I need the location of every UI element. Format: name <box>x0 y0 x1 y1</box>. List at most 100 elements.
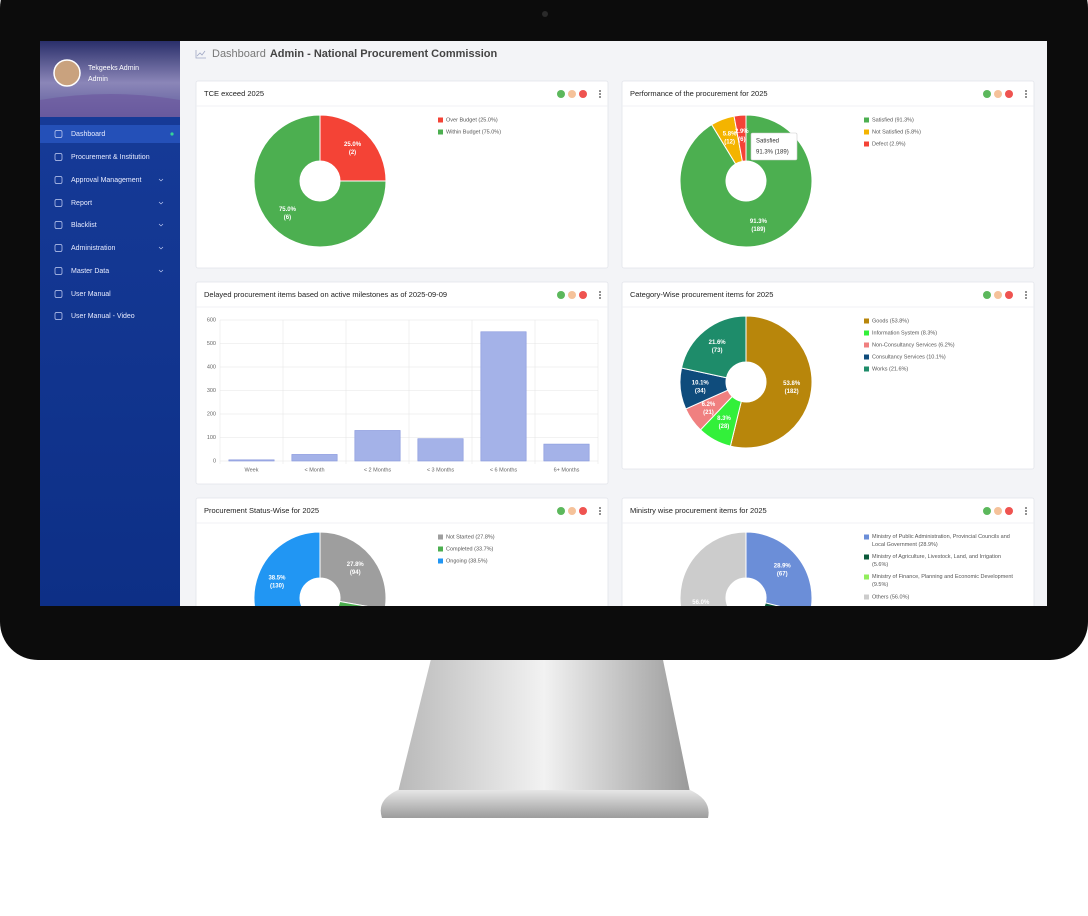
legend-label[interactable]: Ministry of Agriculture, Livestock, Land… <box>872 554 1003 568</box>
breadcrumb-page: Dashboard <box>212 48 266 60</box>
card-control[interactable] <box>557 90 565 98</box>
menu-item[interactable]: Dashboard <box>71 131 105 138</box>
bar[interactable] <box>543 443 590 462</box>
screen: Tekgeeks Admin Admin Dashboard Admin - N… <box>40 41 1047 664</box>
menu-icon <box>54 199 63 207</box>
menu-icon <box>54 130 63 138</box>
menu-item[interactable]: Approval Management <box>71 177 141 184</box>
menu-item[interactable]: Blacklist <box>71 222 97 229</box>
card-menu-dot[interactable] <box>1025 291 1027 293</box>
card-control[interactable] <box>994 90 1002 98</box>
card-menu-dot[interactable] <box>599 507 601 509</box>
card-menu-dot[interactable] <box>1025 93 1027 95</box>
card-control[interactable] <box>568 90 576 98</box>
card-control[interactable] <box>983 90 991 98</box>
slice-count: (189) <box>751 227 765 233</box>
card-menu-dot[interactable] <box>599 96 601 98</box>
slice-count: (6) <box>284 215 291 221</box>
pie-slice[interactable] <box>745 531 813 614</box>
card-title: Procurement Status-Wise for 2025 <box>204 506 319 515</box>
legend-label[interactable]: Satisfied (91.3%) <box>872 117 914 123</box>
card-control[interactable] <box>994 291 1002 299</box>
bar[interactable] <box>291 454 338 462</box>
stand-base <box>380 790 709 818</box>
menu-item[interactable]: User Manual <box>71 291 111 298</box>
avatar[interactable] <box>53 59 81 87</box>
legend-label[interactable]: Not Satisfied (5.8%) <box>872 129 921 135</box>
legend-label[interactable]: Consultancy Services (10.1%) <box>872 354 946 360</box>
legend-label[interactable]: Ministry of Public Administration, Provi… <box>872 534 1011 548</box>
pie-slice[interactable] <box>276 600 385 664</box>
card-menu-dot[interactable] <box>599 513 601 515</box>
menu-item[interactable]: Master Data <box>71 268 109 275</box>
card-control[interactable] <box>557 291 565 299</box>
card-menu-dot[interactable] <box>1025 507 1027 509</box>
card-menu-dot[interactable] <box>599 510 601 512</box>
card-control[interactable] <box>579 507 587 515</box>
card-control[interactable] <box>568 507 576 515</box>
menu-chevron <box>158 269 164 273</box>
card-control[interactable] <box>1005 291 1013 299</box>
card-menu-dot[interactable] <box>1025 90 1027 92</box>
legend-swatch <box>864 141 869 147</box>
bar[interactable] <box>417 438 464 462</box>
bar[interactable] <box>480 331 527 462</box>
legend-label[interactable]: Ministry of Finance, Planning and Econom… <box>872 574 1014 588</box>
menu-item[interactable]: User Manual - Video <box>71 313 135 320</box>
card-control[interactable] <box>1005 507 1013 515</box>
slice-count: (67) <box>777 571 788 577</box>
pie-slice[interactable] <box>680 315 747 379</box>
pie-slice[interactable] <box>763 602 810 635</box>
pie-slice[interactable] <box>319 114 387 182</box>
card-menu-dot[interactable] <box>599 297 601 299</box>
pie-slice[interactable] <box>679 531 770 664</box>
slice-label: 28.9% <box>774 563 792 569</box>
legend-label[interactable]: Ongoing (38.5%) <box>446 558 488 564</box>
card-control[interactable] <box>1005 90 1013 98</box>
legend-label[interactable]: Goods (53.8%) <box>872 318 909 324</box>
menu-item[interactable]: Procurement & Institution <box>71 154 150 161</box>
legend-label[interactable]: Defect (2.9%) <box>872 141 906 147</box>
y-tick-label: 100 <box>207 435 216 441</box>
card-control[interactable] <box>994 507 1002 515</box>
card-menu-dot[interactable] <box>1025 96 1027 98</box>
card-control[interactable] <box>568 291 576 299</box>
card-control[interactable] <box>579 90 587 98</box>
pie-slice[interactable] <box>253 114 387 248</box>
legend-label[interactable]: Not Started (27.8%) <box>446 534 495 540</box>
pie-slice[interactable] <box>733 114 747 162</box>
legend-label[interactable]: Others (56.0%) <box>872 594 909 600</box>
legend-swatch <box>864 354 869 360</box>
pie-slice[interactable] <box>729 315 813 449</box>
bar[interactable] <box>354 430 401 462</box>
card-menu-dot[interactable] <box>1025 510 1027 512</box>
card-title: Category-Wise procurement items for 2025 <box>630 290 773 299</box>
card-menu-dot[interactable] <box>599 90 601 92</box>
tooltip-box <box>750 132 798 161</box>
pie-slice[interactable] <box>319 531 387 610</box>
legend-label[interactable]: Works (21.6%) <box>872 366 908 372</box>
legend-label[interactable]: Information System (8.3%) <box>872 330 937 336</box>
menu-item[interactable]: Report <box>71 200 92 207</box>
card-control[interactable] <box>983 507 991 515</box>
card-menu-dot[interactable] <box>1025 294 1027 296</box>
card-control[interactable] <box>557 507 565 515</box>
legend-label[interactable]: Within Budget (75.0%) <box>446 129 501 135</box>
card-menu-dot[interactable] <box>1025 297 1027 299</box>
legend-label[interactable]: Non-Consultancy Services (6.2%) <box>872 342 955 348</box>
camera <box>542 11 548 17</box>
card-menu-dot[interactable] <box>599 93 601 95</box>
card-menu-dot[interactable] <box>1025 513 1027 515</box>
bar[interactable] <box>228 459 275 462</box>
legend-label[interactable]: Over Budget (25.0%) <box>446 117 498 123</box>
card-control[interactable] <box>579 291 587 299</box>
card-menu-dot[interactable] <box>599 291 601 293</box>
menu-item[interactable]: Administration <box>71 245 115 252</box>
pie-slice[interactable] <box>253 531 321 648</box>
card-menu-dot[interactable] <box>599 294 601 296</box>
card-control[interactable] <box>983 291 991 299</box>
tooltip-title: Satisfied <box>756 139 779 145</box>
slice-label: 25.0% <box>344 142 362 148</box>
x-tick-label: < 2 Months <box>364 467 392 473</box>
legend-label[interactable]: Completed (33.7%) <box>446 546 494 552</box>
